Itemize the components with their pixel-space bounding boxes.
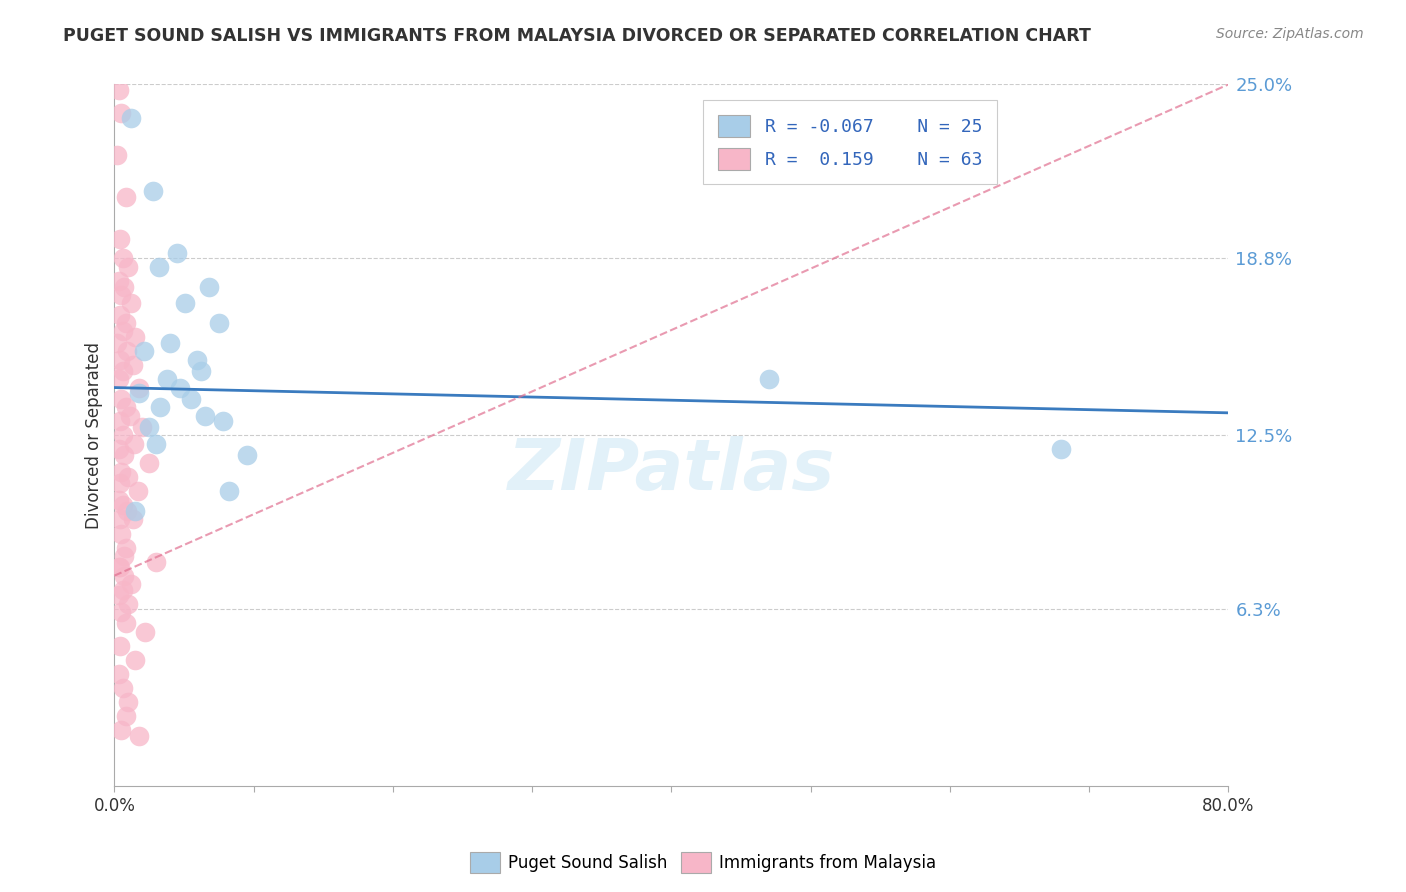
Point xyxy=(110,526,132,541)
Point xyxy=(107,83,129,97)
Point xyxy=(107,372,129,386)
Point xyxy=(218,484,240,499)
Point xyxy=(124,653,146,667)
Point xyxy=(111,364,134,378)
Point xyxy=(110,723,132,737)
Point xyxy=(145,555,167,569)
Point xyxy=(120,296,142,310)
Point xyxy=(112,568,135,582)
Point xyxy=(758,372,780,386)
Point xyxy=(149,401,172,415)
Point xyxy=(131,420,153,434)
Point xyxy=(108,639,131,653)
Point xyxy=(107,666,129,681)
Point xyxy=(107,274,129,288)
Text: ZIPatlas: ZIPatlas xyxy=(508,436,835,505)
Y-axis label: Divorced or Separated: Divorced or Separated xyxy=(86,342,103,529)
Point xyxy=(117,260,139,274)
Point xyxy=(110,105,132,120)
Point xyxy=(124,504,146,518)
Point xyxy=(114,709,136,723)
Point xyxy=(132,344,155,359)
Point xyxy=(198,279,221,293)
Text: Source: ZipAtlas.com: Source: ZipAtlas.com xyxy=(1216,27,1364,41)
Point xyxy=(124,330,146,344)
Point xyxy=(190,364,212,378)
Point xyxy=(121,512,143,526)
Point xyxy=(108,560,131,574)
Point xyxy=(110,288,132,302)
Point xyxy=(108,352,131,367)
Point xyxy=(115,504,138,518)
Point xyxy=(110,465,132,479)
Point xyxy=(145,436,167,450)
Point xyxy=(212,414,235,428)
Point xyxy=(108,475,131,490)
Point xyxy=(128,381,150,395)
Point xyxy=(108,414,131,428)
Point xyxy=(114,616,136,631)
Point xyxy=(142,184,165,198)
Point xyxy=(122,436,145,450)
Point xyxy=(117,695,139,709)
Point xyxy=(114,541,136,555)
Point xyxy=(111,325,134,339)
Point xyxy=(159,335,181,350)
Point xyxy=(128,386,150,401)
Point xyxy=(110,392,132,406)
Point xyxy=(208,316,231,330)
Point xyxy=(111,681,134,695)
Point xyxy=(120,111,142,125)
Point xyxy=(235,448,257,462)
Point xyxy=(169,381,191,395)
Point xyxy=(108,512,131,526)
Point xyxy=(114,401,136,415)
Point xyxy=(180,392,202,406)
Point xyxy=(110,605,132,619)
Point xyxy=(1050,442,1073,457)
Point xyxy=(112,448,135,462)
Point xyxy=(117,597,139,611)
Point xyxy=(174,296,197,310)
Point xyxy=(128,729,150,743)
Point xyxy=(118,409,141,423)
Point xyxy=(120,577,142,591)
Point xyxy=(114,190,136,204)
Point xyxy=(108,232,131,246)
Point xyxy=(112,549,135,563)
Point xyxy=(107,492,129,507)
Point xyxy=(107,588,129,602)
Legend: Puget Sound Salish, Immigrants from Malaysia: Puget Sound Salish, Immigrants from Mala… xyxy=(463,846,943,880)
Point xyxy=(107,560,129,574)
Point xyxy=(111,582,134,597)
Point xyxy=(138,456,160,470)
Point xyxy=(111,252,134,266)
Text: PUGET SOUND SALISH VS IMMIGRANTS FROM MALAYSIA DIVORCED OR SEPARATED CORRELATION: PUGET SOUND SALISH VS IMMIGRANTS FROM MA… xyxy=(63,27,1091,45)
Point xyxy=(111,428,134,442)
Point xyxy=(138,420,160,434)
Point xyxy=(166,245,188,260)
Point xyxy=(114,316,136,330)
Point xyxy=(105,335,128,350)
Point xyxy=(194,409,217,423)
Point xyxy=(156,372,179,386)
Point xyxy=(112,279,135,293)
Point xyxy=(127,484,149,499)
Point xyxy=(111,499,134,513)
Point xyxy=(115,344,138,359)
Legend: R = -0.067    N = 25, R =  0.159    N = 63: R = -0.067 N = 25, R = 0.159 N = 63 xyxy=(703,101,997,185)
Point xyxy=(134,624,156,639)
Point xyxy=(186,352,208,367)
Point xyxy=(121,358,143,372)
Point xyxy=(108,308,131,322)
Point xyxy=(117,470,139,484)
Point xyxy=(107,442,129,457)
Point xyxy=(148,260,170,274)
Point xyxy=(105,147,128,161)
